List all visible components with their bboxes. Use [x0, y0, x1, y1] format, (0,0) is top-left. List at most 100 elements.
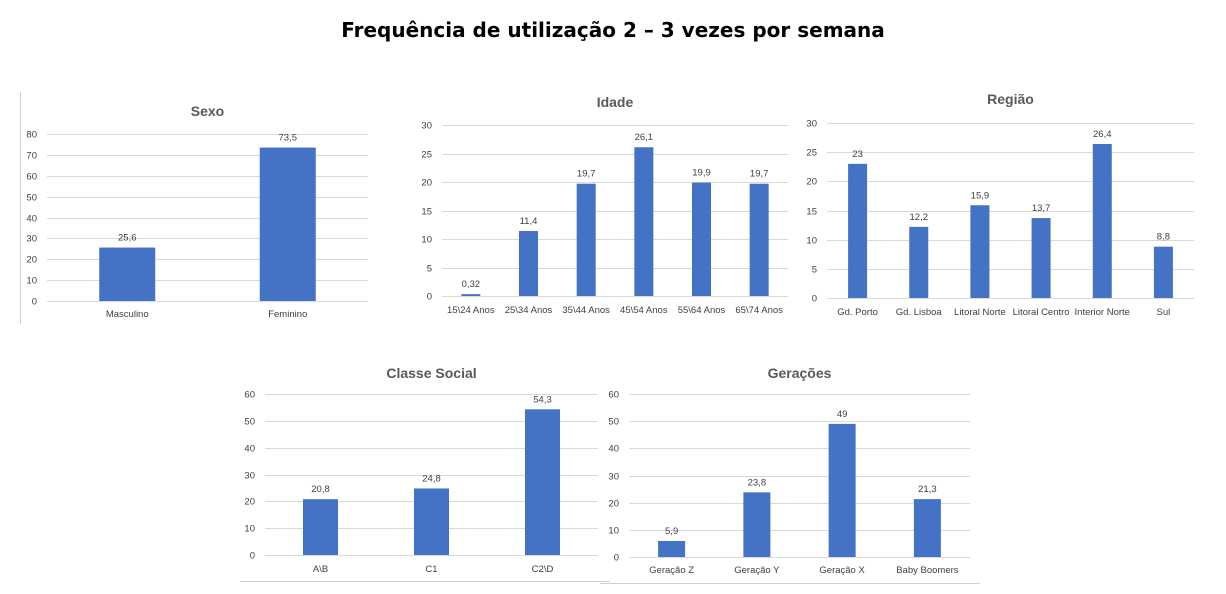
bar-geracoes-1 — [658, 540, 686, 557]
y-tick-label: 70 — [26, 151, 37, 162]
y-tick-label: 60 — [608, 390, 619, 401]
y-tick-label: 10 — [421, 235, 432, 246]
data-label: 19,7 — [750, 169, 769, 180]
bar-regiao-2 — [909, 226, 929, 298]
data-label: 5,9 — [665, 526, 678, 537]
x-tick-label: 15\24 Anos — [447, 305, 495, 316]
y-tick-label: 5 — [812, 265, 817, 276]
x-tick-label: Geração Y — [734, 565, 780, 576]
x-tick-label: Baby Boomers — [896, 565, 959, 576]
bar-regiao-5 — [1092, 144, 1112, 298]
bar-idade-1 — [461, 294, 481, 296]
y-tick-label: 30 — [421, 121, 432, 132]
bar-geracoes-3 — [828, 423, 856, 557]
y-tick-label: 30 — [806, 119, 817, 130]
bar-idade-5 — [692, 182, 711, 296]
data-label: 21,3 — [918, 484, 937, 495]
data-label: 24,8 — [422, 473, 441, 484]
x-tick-label: Feminino — [268, 309, 307, 320]
y-tick-label: 10 — [26, 276, 37, 287]
y-tick-label: 30 — [608, 472, 619, 483]
y-tick-label: 40 — [26, 214, 37, 225]
bar-classe-social-3 — [525, 409, 560, 555]
x-tick-label: C2\D — [532, 564, 554, 575]
chart-title: Região — [987, 91, 1034, 107]
bar-idade-2 — [519, 231, 538, 296]
bar-idade-6 — [749, 183, 769, 296]
x-tick-label: Masculino — [106, 309, 149, 320]
y-tick-label: 20 — [244, 497, 255, 508]
y-tick-label: 0 — [427, 292, 432, 303]
x-tick-label: Gd. Lisboa — [896, 307, 943, 318]
y-tick-label: 10 — [608, 526, 619, 537]
data-label: 23 — [852, 149, 863, 160]
y-tick-label: 0 — [614, 553, 619, 564]
y-tick-label: 60 — [244, 390, 255, 401]
x-tick-label: C1 — [425, 564, 437, 575]
x-tick-label: Geração Z — [649, 565, 694, 576]
y-tick-label: 40 — [244, 444, 255, 455]
data-label: 0,32 — [462, 279, 481, 290]
bar-sexo-2 — [259, 147, 316, 301]
y-tick-label: 10 — [806, 236, 817, 247]
x-tick-label: Geração X — [819, 565, 865, 576]
data-label: 11,4 — [520, 216, 538, 227]
bar-geracoes-4 — [913, 499, 941, 557]
bar-idade-4 — [634, 147, 654, 296]
data-label: 15,9 — [971, 190, 990, 201]
data-label: 26,1 — [635, 132, 654, 143]
chart-title: Classe Social — [386, 365, 476, 381]
y-tick-label: 50 — [244, 417, 255, 428]
x-tick-label: 25\34 Anos — [505, 305, 553, 316]
y-tick-label: 40 — [608, 444, 619, 455]
bar-regiao-1 — [848, 163, 868, 298]
y-tick-label: 20 — [26, 255, 37, 266]
x-tick-label: Interior Norte — [1075, 307, 1130, 318]
y-tick-label: 50 — [26, 193, 37, 204]
chart-title: Idade — [597, 94, 634, 110]
bar-idade-3 — [576, 183, 596, 296]
x-tick-label: Litoral Centro — [1013, 307, 1070, 318]
data-label: 8,8 — [1157, 232, 1170, 243]
data-label: 12,2 — [910, 212, 929, 223]
y-tick-label: 10 — [244, 524, 255, 535]
bar-regiao-6 — [1153, 246, 1173, 298]
y-tick-label: 80 — [26, 130, 37, 141]
data-label: 73,5 — [279, 133, 298, 144]
y-tick-label: 0 — [812, 294, 817, 305]
chart-title: Sexo — [191, 103, 224, 119]
y-tick-label: 25 — [421, 150, 432, 161]
chart-classe-social: Classe Social 0 10 20 30 40 50 60 20,8 A\B 24,8 C1 5… — [240, 365, 610, 582]
chart-title: Gerações — [768, 365, 832, 381]
data-label: 49 — [837, 409, 848, 420]
y-tick-label: 20 — [421, 178, 432, 189]
y-tick-label: 15 — [421, 207, 432, 218]
chart-regiao: Região 0 5 10 15 20 25 30 23 Gd. Porto 12,2 Gd. Lis… — [806, 91, 1194, 318]
bar-regiao-4 — [1031, 218, 1051, 298]
y-tick-label: 0 — [32, 297, 37, 308]
chart-sexo: Sexo 0 10 20 30 40 50 60 70 80 25,6 Masculino 73,5 Fe… — [20, 92, 368, 324]
y-tick-label: 5 — [427, 264, 432, 275]
bar-geracoes-2 — [743, 492, 771, 557]
bar-regiao-3 — [970, 205, 990, 298]
x-tick-label: Gd. Porto — [837, 307, 878, 318]
chart-idade: Idade 0 5 10 15 20 25 30 0,32 15\24 Anos 11,4 25\34… — [421, 94, 788, 316]
data-label: 13,7 — [1032, 203, 1051, 214]
data-label: 26,4 — [1093, 129, 1112, 140]
y-tick-label: 20 — [806, 177, 817, 188]
x-tick-label: A\B — [313, 564, 328, 575]
page-title: Frequência de utilização 2 – 3 vezes por… — [341, 18, 885, 42]
bar-sexo-1 — [99, 247, 156, 301]
data-label: 19,9 — [692, 168, 711, 179]
x-tick-label: Litoral Norte — [954, 307, 1006, 318]
y-tick-label: 30 — [244, 471, 255, 482]
y-tick-label: 30 — [26, 234, 37, 245]
data-label: 19,7 — [577, 169, 596, 180]
y-tick-label: 50 — [608, 417, 619, 428]
x-tick-label: 55\64 Anos — [678, 305, 726, 316]
y-tick-label: 60 — [26, 172, 37, 183]
y-tick-label: 0 — [250, 551, 255, 562]
data-label: 25,6 — [118, 233, 137, 244]
x-tick-label: 35\44 Anos — [562, 305, 610, 316]
y-tick-label: 20 — [608, 499, 619, 510]
